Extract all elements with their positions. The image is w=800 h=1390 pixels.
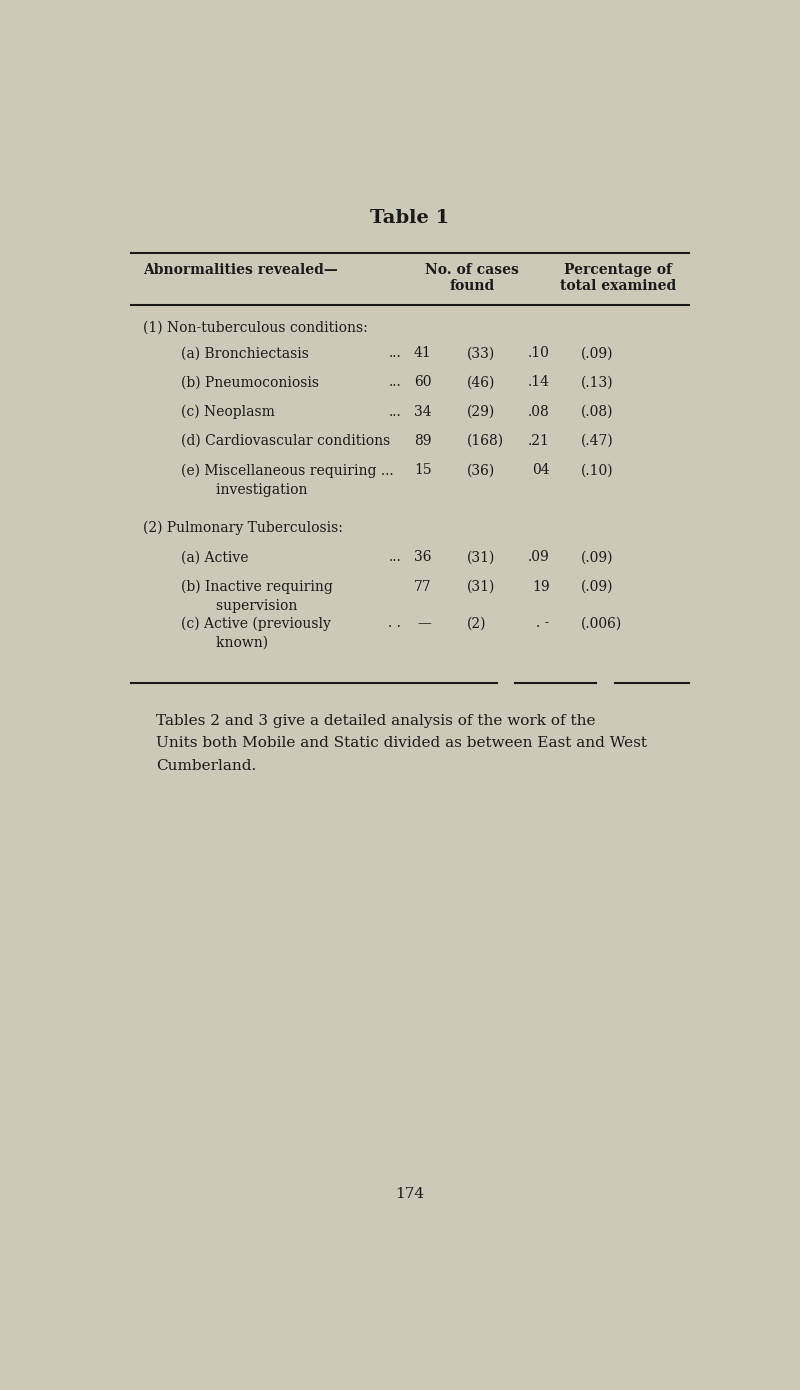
Text: 19: 19: [532, 580, 550, 594]
Text: 04: 04: [532, 463, 550, 477]
Text: (36): (36): [467, 463, 495, 477]
Text: Abnormalities revealed—: Abnormalities revealed—: [143, 263, 338, 277]
Text: (46): (46): [467, 375, 495, 389]
Text: (.47): (.47): [581, 434, 614, 448]
Text: known): known): [181, 635, 268, 649]
Text: (.09): (.09): [581, 550, 613, 564]
Text: . .: . .: [388, 617, 401, 631]
Text: (.09): (.09): [581, 346, 613, 360]
Text: 89: 89: [414, 434, 432, 448]
Text: (1) Non-tuberculous conditions:: (1) Non-tuberculous conditions:: [143, 321, 368, 335]
Text: ...: ...: [388, 404, 401, 418]
Text: . -: . -: [536, 617, 550, 631]
Text: .14: .14: [527, 375, 550, 389]
Text: (.10): (.10): [581, 463, 613, 477]
Text: —: —: [418, 617, 432, 631]
Text: (.13): (.13): [581, 375, 613, 389]
Text: .09: .09: [528, 550, 550, 564]
Text: .21: .21: [528, 434, 550, 448]
Text: (29): (29): [467, 404, 495, 418]
Text: (.08): (.08): [581, 404, 613, 418]
Text: (168): (168): [467, 434, 504, 448]
Text: (b) Inactive requiring: (b) Inactive requiring: [181, 580, 333, 594]
Text: (a) Active: (a) Active: [181, 550, 248, 564]
Text: (d) Cardiovascular conditions: (d) Cardiovascular conditions: [181, 434, 390, 448]
Text: 77: 77: [414, 580, 432, 594]
Text: (31): (31): [467, 580, 495, 594]
Text: (.09): (.09): [581, 580, 613, 594]
Text: (e) Miscellaneous requiring ...: (e) Miscellaneous requiring ...: [181, 463, 394, 478]
Text: 34: 34: [414, 404, 432, 418]
Text: ...: ...: [388, 346, 401, 360]
Text: Tables 2 and 3 give a detailed analysis of the work of the
Units both Mobile and: Tables 2 and 3 give a detailed analysis …: [156, 713, 646, 773]
Text: (2) Pulmonary Tuberculosis:: (2) Pulmonary Tuberculosis:: [143, 521, 343, 535]
Text: investigation: investigation: [181, 482, 307, 496]
Text: (.006): (.006): [581, 617, 622, 631]
Text: (c) Active (previously: (c) Active (previously: [181, 617, 330, 631]
Text: 15: 15: [414, 463, 432, 477]
Text: (31): (31): [467, 550, 495, 564]
Text: (c) Neoplasm: (c) Neoplasm: [181, 404, 274, 420]
Text: Percentage of
total examined: Percentage of total examined: [559, 263, 676, 293]
Text: .08: .08: [528, 404, 550, 418]
Text: .10: .10: [528, 346, 550, 360]
Text: (a) Bronchiectasis: (a) Bronchiectasis: [181, 346, 309, 360]
Text: supervision: supervision: [181, 599, 297, 613]
Text: (33): (33): [467, 346, 495, 360]
Text: 36: 36: [414, 550, 432, 564]
Text: Table 1: Table 1: [370, 208, 450, 227]
Text: (b) Pneumoconiosis: (b) Pneumoconiosis: [181, 375, 318, 389]
Text: No. of cases
found: No. of cases found: [425, 263, 519, 293]
Text: 174: 174: [395, 1187, 425, 1201]
Text: (2): (2): [467, 617, 486, 631]
Text: ...: ...: [388, 550, 401, 564]
Text: 41: 41: [414, 346, 432, 360]
Text: ...: ...: [388, 375, 401, 389]
Text: 60: 60: [414, 375, 432, 389]
